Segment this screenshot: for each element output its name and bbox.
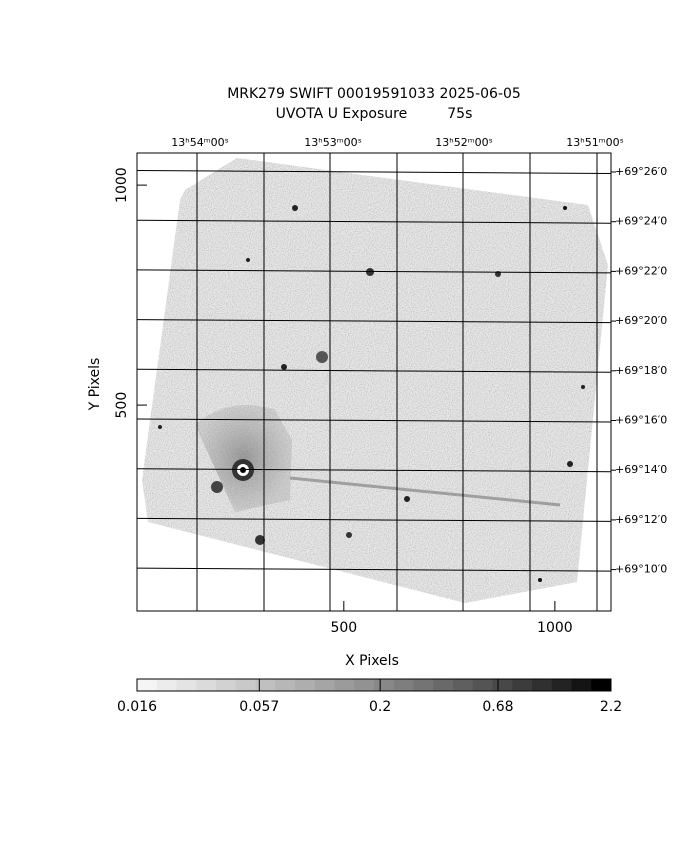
colorbar-step [472,679,493,691]
dec-grid-line [136,170,612,174]
dec-label: +69°26′0 [615,165,667,178]
dec-label: +69°16′0 [615,414,667,427]
ra-label: 13ʰ53ᵐ00ˢ [304,136,361,149]
dec-label: +69°24′0 [615,215,667,228]
x-tick-label: 500 [330,620,357,636]
colorbar-step [433,679,454,691]
chart-title: MRK279 SWIFT 00019591033 2025-06-05 [227,86,521,102]
colorbar-step [571,679,592,691]
colorbar-step [453,679,474,691]
colorbar-step [334,679,355,691]
ra-label: 13ʰ52ᵐ00ˢ [435,136,492,149]
colorbar-step [354,679,375,691]
ra-label: 13ʰ54ᵐ00ˢ [171,136,228,149]
colorbar-tick-label: 0.016 [117,699,157,715]
colorbar-tick-label: 0.68 [482,699,513,715]
dec-label: +69°14′0 [615,463,667,476]
dec-grid-line [136,567,612,572]
dec-label: +69°18′0 [615,364,667,377]
dec-label: +69°10′0 [615,563,667,576]
colorbar-step [255,679,276,691]
colorbar-tick-label: 2.2 [600,699,622,715]
dec-grid-line [136,368,612,373]
dec-grid-line [136,418,612,423]
dec-grid-line [136,269,612,274]
colorbar-step [532,679,553,691]
colorbar-step [591,679,612,691]
colorbar-step [235,679,256,691]
colorbar-tick-label: 0.057 [239,699,279,715]
colorbar-step [156,679,177,691]
colorbar-step [512,679,533,691]
y-axis-label: Y Pixels [87,358,103,412]
colorbar-tick-label: 0.2 [369,699,391,715]
y-tick-label: 500 [114,392,130,419]
colorbar-step [492,679,513,691]
colorbar-step [393,679,414,691]
y-tick-label: 1000 [114,167,130,203]
dec-label: +69°12′0 [615,513,667,526]
plot-frame [136,152,612,612]
colorbar-step [295,679,316,691]
colorbar-step [314,679,335,691]
dec-grid-line [136,468,612,473]
dec-label: +69°20′0 [615,314,667,327]
dec-grid-line [136,517,612,522]
x-tick-label: 1000 [537,620,573,636]
ra-label: 13ʰ51ᵐ00ˢ [566,136,623,149]
colorbar-step [176,679,197,691]
colorbar-step [216,679,237,691]
dec-grid-line [136,219,612,224]
coordinate-grid [196,153,598,611]
chart-subtitle: UVOTA U Exposure 75s [276,106,473,122]
colorbar-step [275,679,296,691]
colorbar-step [551,679,572,691]
colorbar-step [137,679,158,691]
colorbar-step [374,679,395,691]
colorbar-step [196,679,217,691]
dec-grid-line [136,319,612,324]
x-axis-label: X Pixels [345,653,399,669]
colorbar-step [413,679,434,691]
dec-label: +69°22′0 [615,264,667,277]
